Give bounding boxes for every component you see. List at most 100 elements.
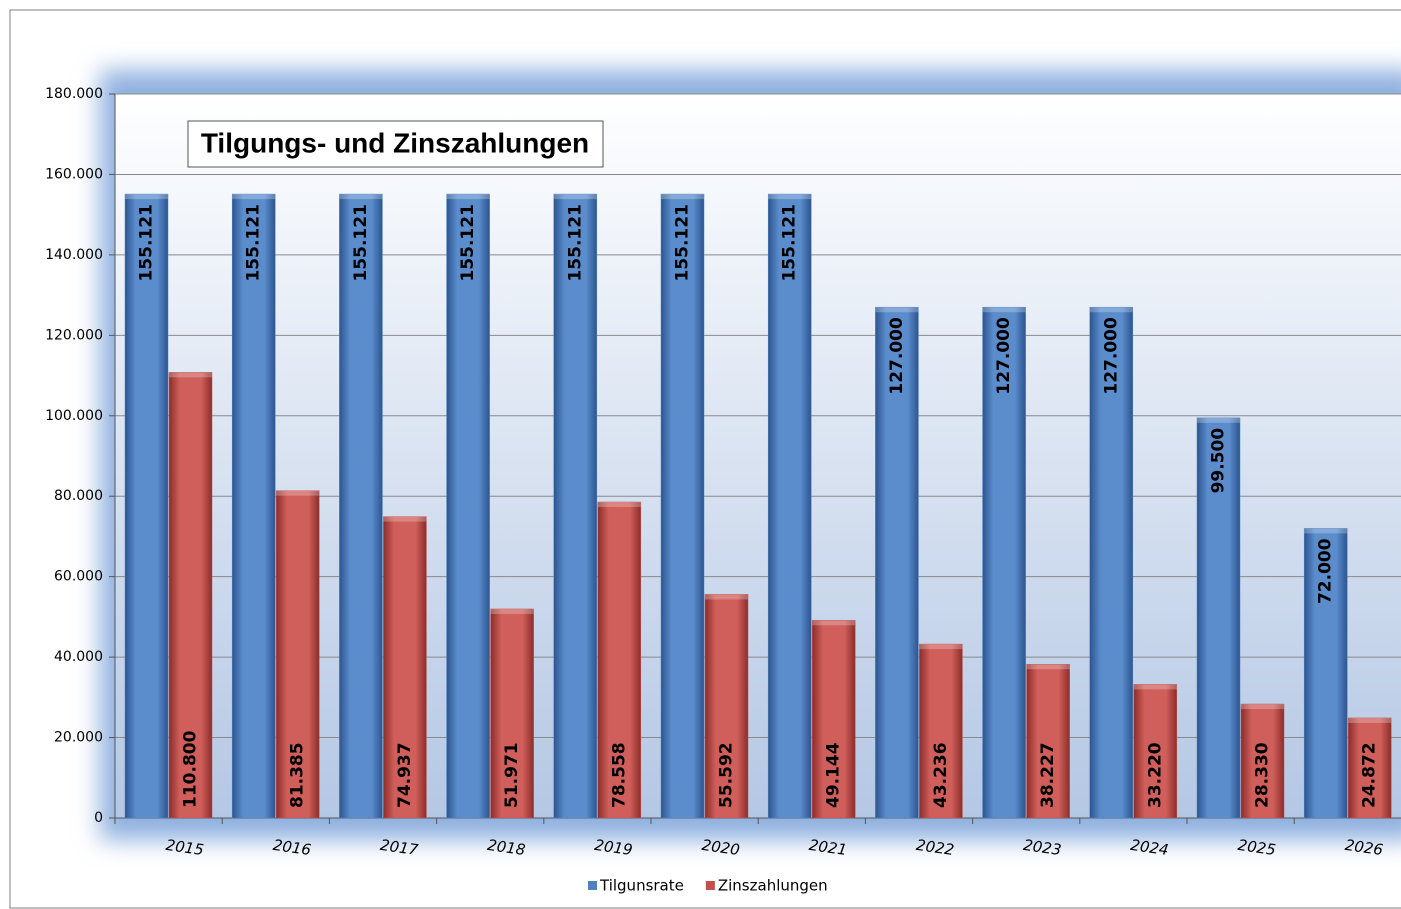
y-tick-label: 20.000	[54, 730, 103, 746]
bar-top	[1304, 528, 1348, 534]
bar	[875, 306, 919, 819]
bar	[275, 490, 320, 819]
bar	[124, 193, 169, 819]
bar	[490, 608, 534, 819]
value-label: 155.121	[780, 204, 800, 281]
value-label: 99.500	[1209, 428, 1229, 494]
y-tick-label: 60.000	[54, 569, 103, 585]
x-tick-label: 2023	[1022, 836, 1062, 859]
value-label: 155.121	[458, 204, 478, 281]
x-tick-label: 2021	[808, 836, 848, 859]
bar	[1196, 417, 1241, 819]
x-tick-label: 2020	[701, 836, 741, 859]
bar	[168, 372, 213, 819]
bar-top	[768, 194, 812, 200]
bar	[660, 193, 705, 819]
title-box	[187, 120, 604, 168]
x-tick-label: 2026	[1344, 836, 1384, 859]
value-label: 78.558	[609, 742, 629, 808]
value-label: 33.220	[1145, 742, 1165, 808]
value-label: 24.872	[1360, 742, 1380, 808]
value-label: 155.121	[137, 204, 157, 281]
bar-top	[1026, 664, 1070, 670]
bar	[553, 193, 598, 819]
value-label: 127.000	[994, 317, 1014, 395]
y-tick-label: 120.000	[45, 327, 103, 343]
legend-swatch	[705, 881, 715, 890]
bar-top	[169, 372, 212, 378]
bar-top	[1241, 704, 1284, 710]
bar	[1240, 703, 1285, 819]
bar-top	[812, 620, 856, 626]
bar-top	[1348, 717, 1392, 723]
bar-top	[232, 194, 276, 200]
bar	[597, 501, 642, 819]
bar	[919, 643, 963, 819]
bar-top	[339, 194, 383, 200]
legend-swatch	[588, 881, 597, 890]
value-label: 72.000	[1316, 538, 1336, 604]
value-label: 110.800	[181, 730, 201, 808]
plot-area	[115, 94, 1401, 818]
chart-title: Tilgungs- und Zinszahlungen	[201, 127, 589, 158]
bar	[1303, 528, 1348, 819]
x-tick-label: 2024	[1129, 836, 1169, 859]
bar	[982, 306, 1026, 819]
x-tick-label: 2022	[915, 836, 955, 859]
bar	[446, 193, 490, 819]
value-label: 127.000	[1101, 317, 1121, 395]
y-tick-label: 0	[94, 810, 103, 826]
legend-label: Tilgunsrate	[599, 877, 684, 895]
x-tick-label: 2018	[486, 836, 526, 859]
bar-top	[982, 307, 1026, 313]
x-tick-label: 2015	[165, 836, 205, 859]
bar-top	[1133, 684, 1177, 690]
bar-top	[383, 516, 427, 522]
bar-top	[276, 490, 320, 496]
y-tick-label: 40.000	[54, 649, 103, 665]
y-tick-label: 180.000	[45, 86, 103, 102]
value-label: 43.236	[931, 742, 951, 808]
bar	[1133, 684, 1178, 819]
value-label: 74.937	[395, 742, 415, 808]
y-tick-label: 160.000	[45, 166, 103, 182]
value-label: 28.330	[1253, 742, 1273, 808]
value-label: 55.592	[717, 742, 737, 808]
bar-top	[553, 194, 597, 200]
legend-label: Zinszahlungen	[718, 877, 828, 895]
bar	[1089, 306, 1134, 819]
value-label: 49.144	[824, 742, 844, 808]
bar	[811, 620, 856, 819]
y-tick-label: 80.000	[54, 488, 103, 504]
bar-top	[705, 594, 748, 600]
bar-top	[875, 307, 919, 313]
bar	[1026, 663, 1070, 819]
bar-top	[1089, 307, 1133, 313]
value-label: 155.121	[351, 204, 371, 281]
x-tick-label: 2019	[593, 836, 633, 859]
value-label: 81.385	[288, 742, 308, 808]
bar-top	[446, 194, 490, 200]
bar-top	[919, 644, 963, 650]
x-tick-label: 2025	[1237, 836, 1277, 859]
bar	[704, 594, 749, 819]
x-tick-label: 2017	[379, 836, 420, 859]
bar	[339, 193, 383, 819]
bar-top	[490, 608, 534, 614]
bar	[231, 193, 276, 819]
y-tick-label: 140.000	[45, 247, 103, 263]
value-label: 38.227	[1038, 742, 1058, 808]
bar	[383, 516, 427, 819]
value-label: 155.121	[244, 204, 264, 281]
value-label: 127.000	[887, 317, 907, 395]
y-tick-label: 100.000	[45, 408, 103, 424]
value-label: 155.121	[565, 204, 585, 281]
value-label: 155.121	[673, 204, 693, 281]
bar-top	[661, 194, 704, 200]
bar-top	[125, 194, 168, 200]
bar	[767, 193, 812, 819]
bar-top	[597, 502, 641, 508]
bar	[1347, 717, 1392, 819]
